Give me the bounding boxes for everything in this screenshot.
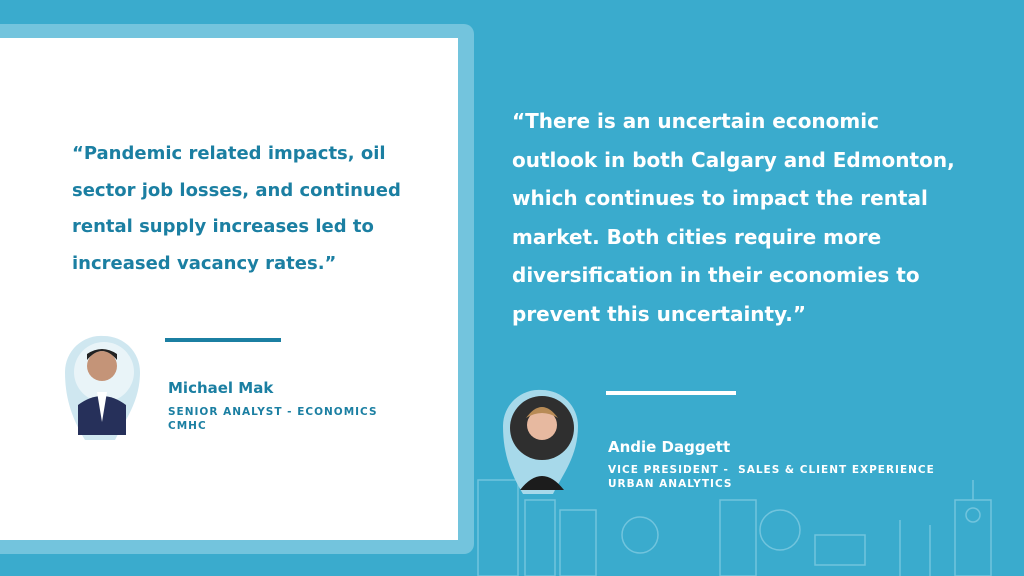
speaker-name: Michael Mak [168, 379, 274, 397]
quote-line: increased vacancy rates.” [72, 252, 337, 274]
speaker-name: Andie Daggett [608, 438, 731, 456]
quote-line: prevent this uncertainty.” [512, 301, 807, 326]
quote-line: market. Both cities require more [512, 224, 882, 249]
quote-line: “Pandemic related impacts, oil [72, 143, 386, 164]
speaker-organization: URBAN ANALYTICS [608, 478, 733, 490]
quote-line: diversification in their economies to [512, 263, 920, 287]
avatar [502, 389, 578, 494]
card [0, 38, 458, 540]
quote-line: sector job losses, and continued [72, 179, 401, 201]
quote-line: “There is an uncertain economic [512, 109, 879, 133]
quote-line: outlook in both Calgary and Edmonton, [512, 147, 955, 172]
skyline [477, 479, 992, 576]
avatar [64, 335, 140, 440]
divider [606, 391, 736, 395]
quote-line: rental supply increases led to [72, 216, 374, 237]
speaker-title: VICE PRESIDENT - SALES & CLIENT EXPERIEN… [608, 464, 935, 476]
quote-line: which continues to impact the rental [512, 186, 928, 210]
speaker-title: SENIOR ANALYST - ECONOMICS [168, 406, 378, 418]
divider [165, 338, 281, 342]
speaker-organization: CMHC [168, 420, 207, 432]
